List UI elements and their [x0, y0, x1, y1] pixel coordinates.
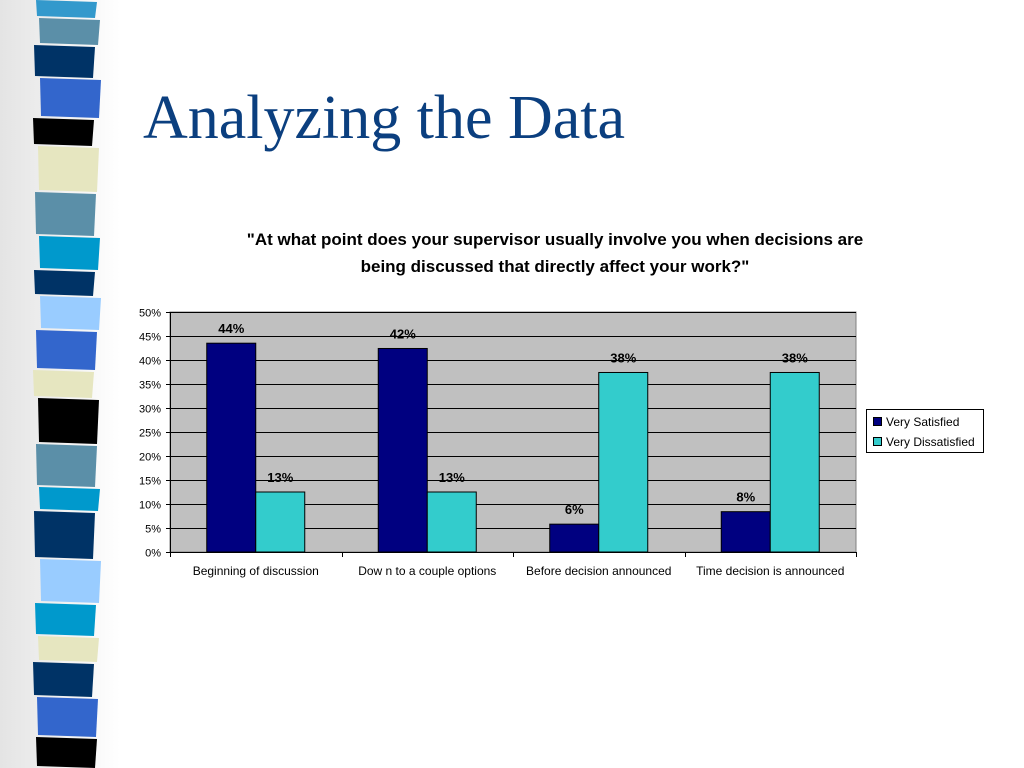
decorative-stripe-segment [40, 296, 101, 330]
y-tick-label: 45% [139, 332, 161, 344]
bar-very-dissatisfied [598, 371, 649, 553]
bar-very-dissatisfied [769, 371, 820, 553]
data-label-very-dissatisfied: 13% [439, 470, 465, 485]
decorative-stripe-segment [35, 192, 96, 236]
decorative-stripe-segment [35, 603, 96, 636]
slide-title: Analyzing the Data [143, 84, 626, 152]
bar-very-satisfied [549, 523, 600, 553]
x-tick-label: Beginning of discussion [193, 564, 319, 578]
y-tick-label: 40% [139, 356, 161, 368]
chart-title: "At what point does your supervisor usua… [150, 226, 960, 280]
y-tick-label: 30% [139, 404, 161, 416]
decorative-stripe-segment [39, 18, 100, 45]
decorative-stripe-segment [36, 330, 97, 370]
decorative-stripe-segment [36, 737, 97, 768]
y-tick-label: 0% [145, 548, 161, 560]
legend-swatch-very-dissatisfied [873, 437, 882, 446]
decorative-stripe-segment [36, 0, 97, 18]
decorative-stripe-segment [39, 236, 100, 270]
x-tick-label: Dow n to a couple options [358, 564, 496, 578]
legend-swatch-very-satisfied [873, 417, 882, 426]
data-label-very-dissatisfied: 38% [610, 350, 636, 365]
decorative-stripe-segment [34, 270, 95, 296]
bar-very-satisfied [720, 511, 771, 553]
bar-very-dissatisfied [255, 491, 306, 553]
decorative-stripe-segment [37, 697, 98, 737]
decorative-stripe-segment [39, 487, 100, 511]
legend-item-very-satisfied: Very Satisfied [873, 414, 959, 430]
decorative-stripe-segment [33, 662, 94, 697]
bar-very-satisfied [206, 342, 257, 553]
decorative-stripe-segment [34, 45, 95, 78]
bar-very-dissatisfied [426, 491, 477, 553]
decorative-stripe-segment [38, 398, 99, 444]
legend-item-very-dissatisfied: Very Dissatisfied [873, 434, 975, 450]
data-label-very-dissatisfied: 38% [782, 350, 808, 365]
y-tick-label: 20% [139, 452, 161, 464]
decorative-stripe-segment [40, 559, 101, 603]
decorative-stripe-segment [38, 146, 99, 192]
decorative-stripe-segment [34, 511, 95, 559]
x-tick-label: Before decision announced [526, 564, 671, 578]
data-label-very-dissatisfied: 13% [267, 470, 293, 485]
y-tick-label: 25% [139, 428, 161, 440]
decorative-stripe-segment [40, 78, 101, 118]
y-tick-label: 5% [145, 524, 161, 536]
decorative-stripe-segment [33, 370, 94, 398]
legend-label-very-dissatisfied: Very Dissatisfied [886, 435, 975, 449]
chart-title-line-2: being discussed that directly affect you… [360, 257, 750, 276]
decorative-stripe-segment [38, 636, 99, 662]
y-tick-label: 15% [139, 476, 161, 488]
decorative-stripe-segment [36, 444, 97, 487]
data-label-very-satisfied: 44% [218, 321, 244, 336]
data-label-very-satisfied: 6% [565, 502, 584, 517]
decorative-stripe-segment [33, 118, 94, 146]
x-tick-label: Time decision is announced [696, 564, 844, 578]
y-tick-label: 50% [139, 308, 161, 320]
decorative-stripe-band [33, 0, 101, 768]
data-label-very-satisfied: 8% [736, 490, 755, 505]
data-label-very-satisfied: 42% [390, 326, 416, 341]
chart-legend: Very Satisfied Very Dissatisfied [866, 409, 984, 453]
chart-title-line-1: "At what point does your supervisor usua… [246, 230, 864, 249]
y-tick-label: 35% [139, 380, 161, 392]
legend-label-very-satisfied: Very Satisfied [886, 415, 960, 429]
y-tick-label: 10% [139, 500, 161, 512]
bar-very-satisfied [377, 347, 428, 553]
